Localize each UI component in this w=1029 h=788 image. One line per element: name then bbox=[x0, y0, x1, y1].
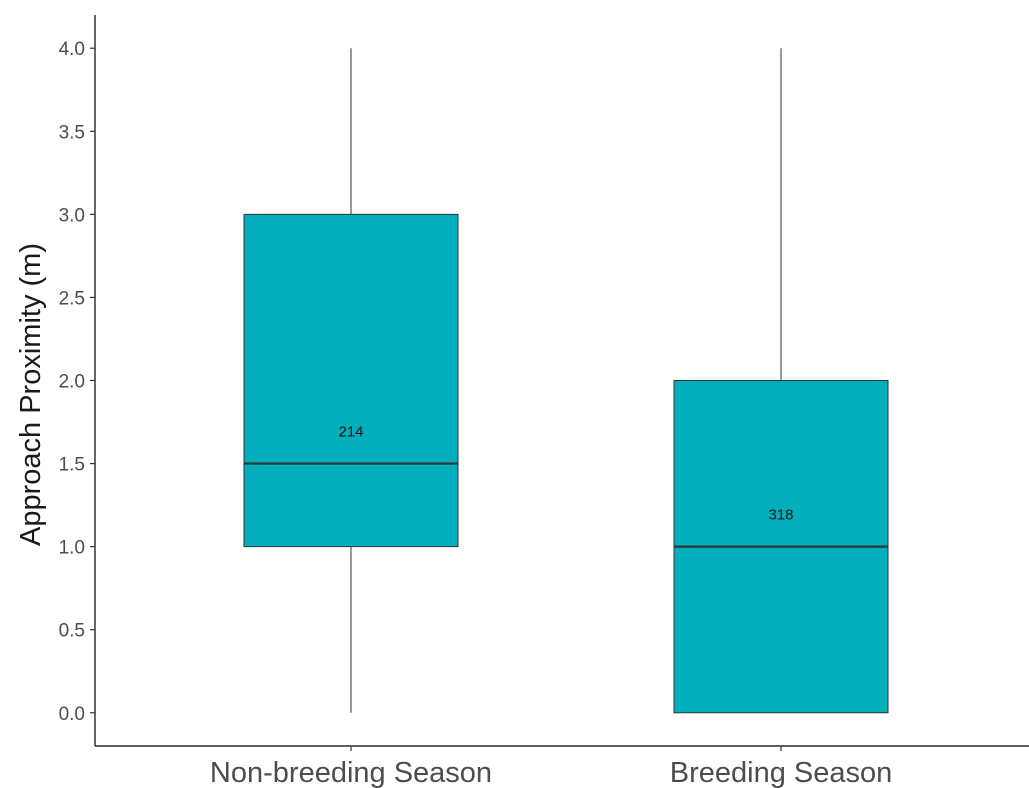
x-tick-label: Breeding Season bbox=[670, 757, 893, 788]
y-tick-label: 0.0 bbox=[59, 704, 85, 725]
y-axis-title: Approach Proximity (m) bbox=[15, 243, 47, 546]
x-axis: Non-breeding Season Breeding Season bbox=[95, 745, 1029, 788]
y-axis-title-group: Approach Proximity (m) bbox=[15, 243, 47, 546]
y-tick-label: 1.5 bbox=[59, 455, 85, 476]
y-tick-label: 4.0 bbox=[59, 39, 85, 60]
y-tick-label: 2.5 bbox=[59, 288, 85, 309]
count-label: 214 bbox=[338, 423, 363, 440]
box-group: 318 bbox=[673, 48, 889, 714]
y-tick-label: 2.0 bbox=[59, 372, 85, 393]
y-tick-label: 0.5 bbox=[59, 621, 85, 642]
box-group: 214 bbox=[243, 48, 459, 713]
y-tick-label: 1.0 bbox=[59, 538, 85, 559]
y-tick-label: 3.0 bbox=[59, 205, 85, 226]
y-axis: 0.0 0.5 1.0 1.5 2.0 2.5 3.0 3.5 4.0 bbox=[59, 15, 96, 746]
boxes: 214 318 bbox=[243, 48, 889, 714]
x-tick-label: Non-breeding Season bbox=[210, 757, 492, 788]
box bbox=[243, 213, 459, 548]
count-label: 318 bbox=[768, 506, 793, 523]
y-tick-label: 3.5 bbox=[59, 122, 85, 143]
